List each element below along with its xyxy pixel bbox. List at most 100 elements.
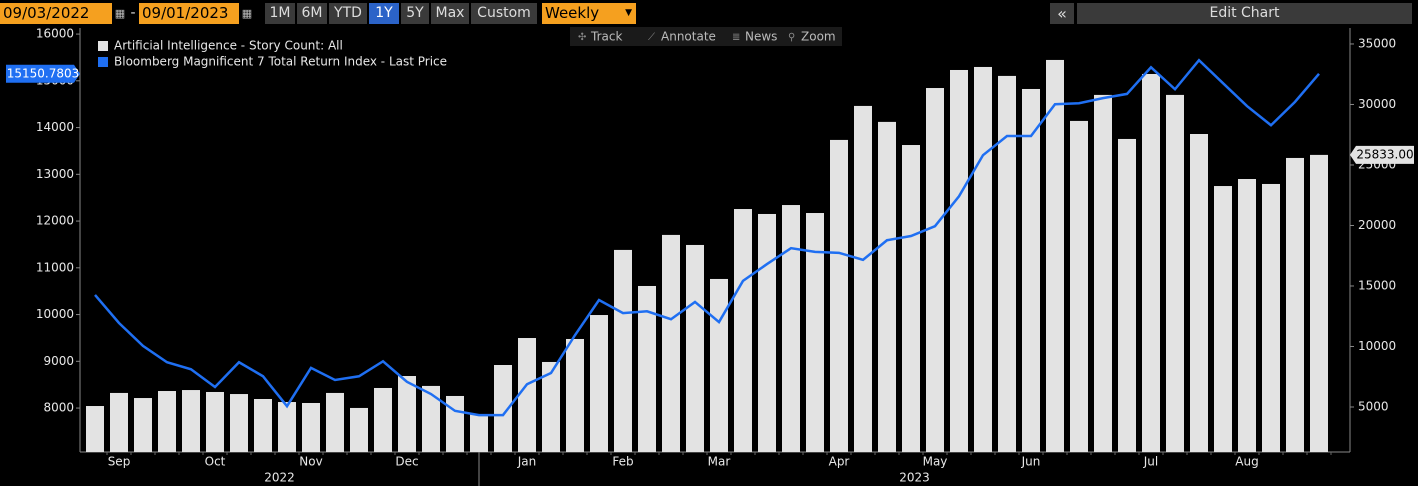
date-dash: -: [128, 3, 138, 24]
bar: [590, 315, 608, 452]
line: [94, 58, 1320, 417]
bar: [902, 145, 920, 452]
bar: [950, 69, 968, 452]
collapse-button[interactable]: «: [1050, 3, 1074, 24]
bar: [110, 392, 128, 452]
last-value-label: 25833.00: [1356, 147, 1413, 161]
range-button[interactable]: 1Y: [369, 3, 399, 24]
y-tick-label: 16000: [36, 27, 74, 41]
bar: [230, 394, 248, 452]
edit-chart: Edit Chart: [1209, 5, 1280, 21]
bar: [1310, 154, 1328, 452]
x-tick-label: Sep: [108, 455, 131, 469]
calendar-icon[interactable]: ▦: [113, 3, 127, 24]
bar: [398, 376, 416, 452]
bar: [518, 338, 536, 452]
bar: [926, 88, 944, 453]
range-button[interactable]: 5Y: [401, 3, 429, 24]
bar: [830, 139, 848, 452]
legend-swatch: [98, 41, 108, 51]
toolbar: 09/03/2022 ▦ - 09/01/2023 ▦ 1M 6M YTD 1Y 5Y M…: [0, 0, 1418, 26]
bar: [758, 213, 776, 452]
bar: [614, 249, 632, 452]
bar: [782, 205, 800, 452]
edit-chart-button[interactable]: Edit Chart: [1077, 3, 1412, 24]
y-tick-label: 8000: [43, 401, 74, 415]
y-tick-label: 10000: [36, 307, 74, 321]
bar: [542, 361, 560, 452]
bar: [206, 391, 224, 452]
bar: [1142, 73, 1160, 452]
x-tick-label: May: [923, 455, 948, 469]
y2-tick-label: 35000: [1358, 36, 1396, 50]
bar: [1022, 88, 1040, 452]
bar: [1262, 183, 1280, 452]
bar: [974, 66, 992, 452]
x-tick-label: Dec: [395, 455, 418, 469]
last-value-box: [1350, 145, 1414, 164]
bar: [566, 338, 584, 452]
start-date[interactable]: 09/03/2022: [0, 3, 112, 24]
y-tick-label: 14000: [36, 120, 74, 134]
y2-tick-label: 10000: [1358, 339, 1396, 353]
x-tick-label: Jan: [517, 455, 537, 469]
last-value-box: [6, 64, 80, 83]
bar: [998, 75, 1016, 452]
bar: [302, 402, 320, 452]
bar: [1286, 157, 1304, 452]
y-tick-label: 12000: [36, 214, 74, 228]
tools-bar: [570, 27, 842, 46]
tool-icon: ≣: [732, 32, 740, 43]
year-label: 2023: [899, 471, 930, 485]
range-button[interactable]: YTD: [329, 3, 367, 24]
bar: [1166, 94, 1184, 452]
legend-swatch: [98, 57, 108, 67]
last-value-label: 15150.7803: [7, 66, 80, 80]
bar: [878, 121, 896, 453]
bar: [86, 406, 104, 452]
tool-icon: ⟋: [648, 32, 655, 43]
x-tick-label: Feb: [612, 455, 633, 469]
y-tick-label: 9000: [43, 354, 74, 368]
x-tick-label: Oct: [205, 455, 226, 469]
bar: [326, 392, 344, 452]
year-label: 2022: [264, 471, 295, 485]
end-date[interactable]: 09/01/2023: [139, 3, 239, 24]
x-tick-label: Nov: [299, 455, 322, 469]
legend-box: [92, 35, 468, 73]
x-tick-label: Mar: [708, 455, 731, 469]
bar: [134, 398, 152, 452]
range-button[interactable]: 6M: [297, 3, 327, 24]
tool-button[interactable]: Zoom: [801, 30, 836, 44]
y2-tick-label: 5000: [1358, 399, 1389, 413]
bar: [734, 209, 752, 452]
legend-label: Bloomberg Magnificent 7 Total Return Ind…: [114, 55, 447, 69]
frequency-dropdown[interactable]: Weekly ▼: [542, 3, 636, 24]
range-button[interactable]: Max: [431, 3, 469, 24]
y2-tick-label: 20000: [1358, 218, 1396, 232]
tool-icon: ✣: [578, 32, 586, 43]
legend-label: Artificial Intelligence - Story Count: A…: [114, 39, 343, 53]
bar: [446, 395, 464, 452]
y-tick-label: 11000: [36, 260, 74, 274]
y-tick-label: 13000: [36, 167, 74, 181]
bar: [806, 213, 824, 452]
x-tick-label: Apr: [829, 455, 850, 469]
bar: [278, 402, 296, 452]
y2-tick-label: 30000: [1358, 97, 1396, 111]
bar: [1214, 186, 1232, 452]
range-button[interactable]: 1M: [265, 3, 295, 24]
bar: [254, 399, 272, 452]
tool-button[interactable]: Annotate: [661, 30, 716, 44]
tool-button[interactable]: Track: [590, 30, 622, 44]
calendar-icon[interactable]: ▦: [240, 3, 254, 24]
tool-button[interactable]: News: [745, 30, 777, 44]
bar: [1070, 120, 1088, 452]
bar: [662, 234, 680, 452]
bar: [1094, 94, 1112, 452]
bar: [158, 391, 176, 452]
range-button[interactable]: Custom: [471, 3, 537, 24]
x-tick-label: Jul: [1143, 455, 1158, 469]
